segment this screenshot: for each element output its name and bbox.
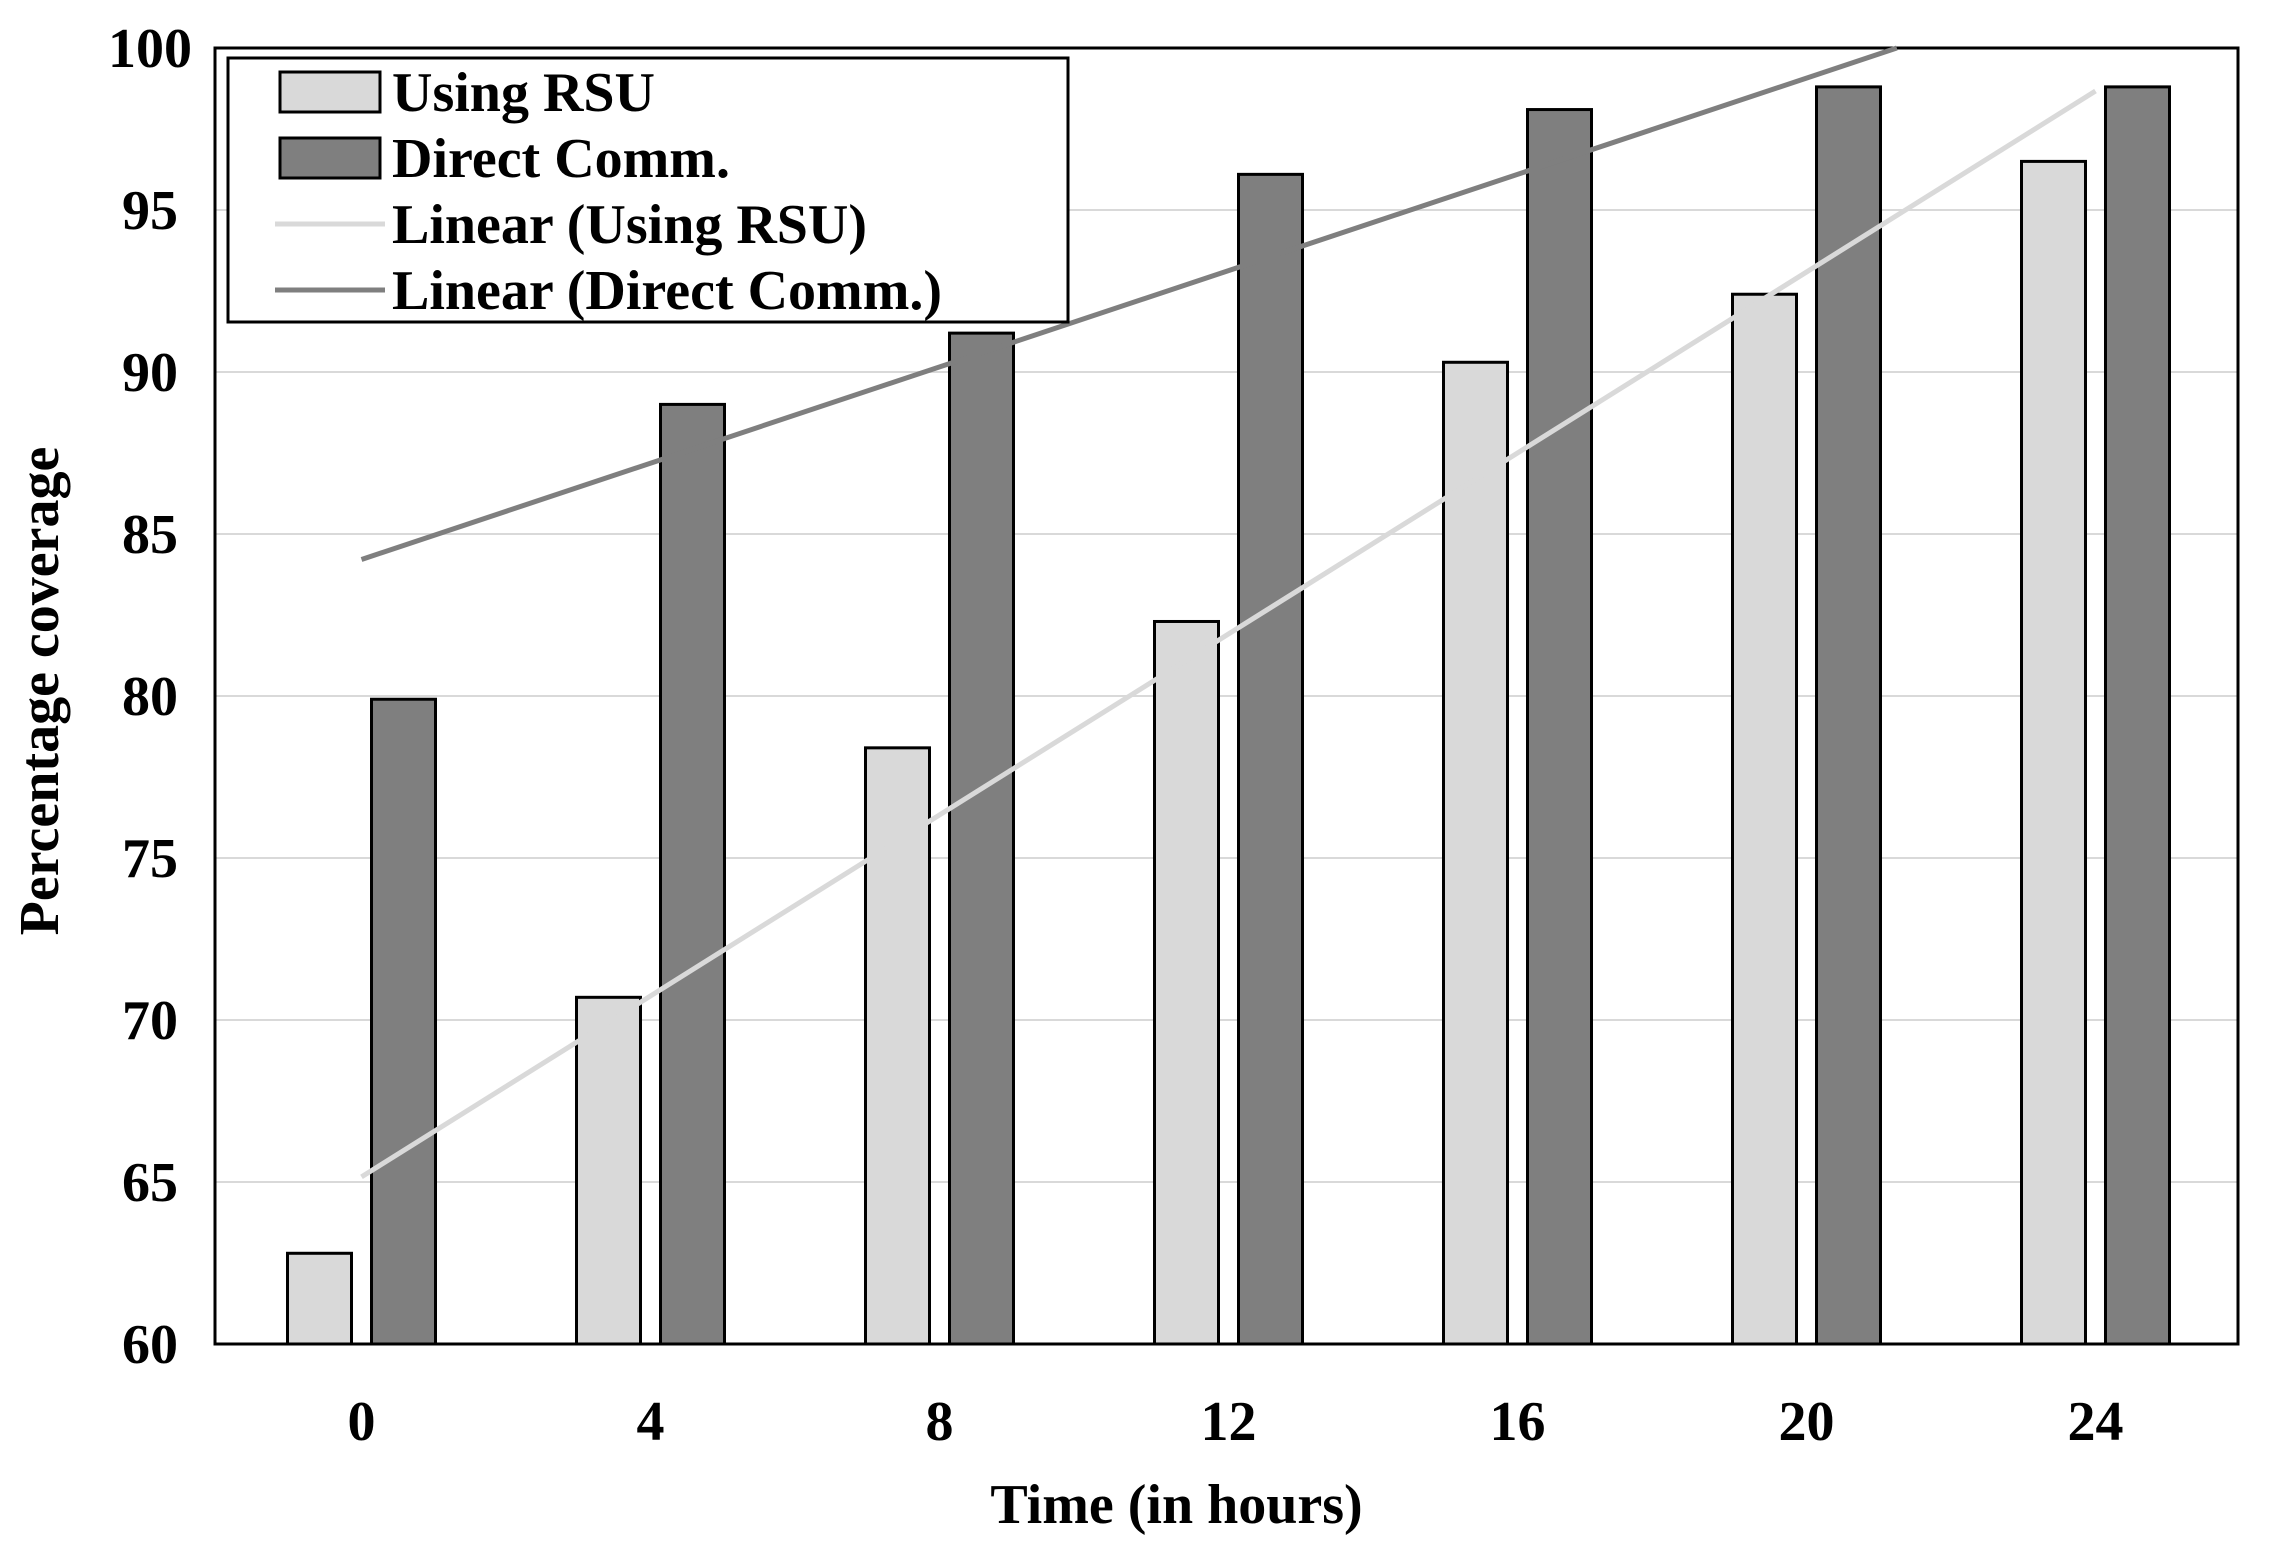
bar-direct-comm-8 [948, 331, 1015, 1346]
legend-label: Using RSU [392, 62, 655, 124]
y-tick-label: 85 [122, 504, 178, 566]
bar-using-rsu-12 [1153, 619, 1220, 1346]
y-tick-label: 70 [122, 990, 178, 1052]
bar-using-rsu-0 [286, 1251, 353, 1346]
bar-direct-comm-4 [659, 402, 726, 1346]
x-tick-label: 4 [637, 1391, 665, 1453]
legend-label: Linear (Direct Comm.) [392, 260, 942, 322]
bar-using-rsu-24 [2020, 159, 2087, 1346]
x-tick-label: 24 [2068, 1391, 2124, 1453]
bars [286, 85, 2171, 1346]
x-tick-label: 12 [1201, 1391, 1257, 1453]
y-tick-label: 90 [122, 342, 178, 404]
y-tick-label: 65 [122, 1152, 178, 1214]
bar-direct-comm-24 [2104, 85, 2171, 1346]
x-tick-label: 16 [1490, 1391, 1546, 1453]
x-tick-label: 20 [1779, 1391, 1835, 1453]
bar-direct-comm-0 [370, 697, 437, 1346]
legend-swatch [278, 136, 382, 180]
x-tick-label: 8 [926, 1391, 954, 1453]
bar-direct-comm-16 [1526, 108, 1593, 1346]
y-axis-ticks: 60 65 70 75 80 85 90 95 100 [108, 18, 192, 1376]
bar-using-rsu-4 [575, 995, 642, 1346]
legend-label: Direct Comm. [392, 128, 730, 190]
y-tick-label: 60 [122, 1314, 178, 1376]
trendline-using-rsu [360, 88, 2097, 1180]
y-tick-label: 75 [122, 828, 178, 890]
x-axis-ticks: 0 4 8 12 16 20 24 [348, 1391, 2124, 1453]
bar-direct-comm-20 [1815, 85, 1882, 1346]
y-tick-label: 95 [122, 180, 178, 242]
bar-using-rsu-8 [864, 746, 931, 1346]
bar-direct-comm-12 [1237, 172, 1304, 1346]
bar-using-rsu-16 [1442, 360, 1509, 1346]
y-tick-label: 80 [122, 666, 178, 728]
bar-using-rsu-20 [1731, 292, 1798, 1346]
x-tick-label: 0 [348, 1391, 376, 1453]
legend-swatch [278, 70, 382, 114]
x-axis-title: Time (in hours) [990, 1474, 1362, 1536]
y-axis-title: Percentage coverage [9, 447, 71, 936]
trendline-direct-comm [360, 45, 1898, 562]
legend-label: Linear (Using RSU) [392, 194, 867, 256]
y-tick-label: 100 [108, 18, 192, 80]
trendlines [360, 45, 2097, 1180]
plot-area-frame [213, 46, 2240, 1346]
